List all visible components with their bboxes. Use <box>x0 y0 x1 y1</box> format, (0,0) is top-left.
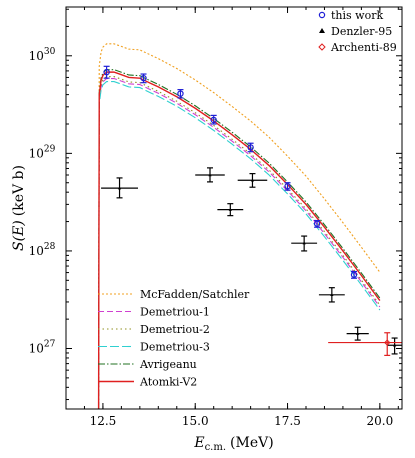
model-curve-demetriou-1 <box>98 77 381 409</box>
marker-triangle <box>208 173 212 177</box>
x-axis-title: Ec.m. (MeV) <box>193 435 273 453</box>
data-points <box>101 65 402 356</box>
marker-circle <box>177 90 184 97</box>
y-tick-label-exp: 27 <box>44 340 56 350</box>
marker-legend-item: Denzler-95 <box>319 25 392 38</box>
y-tick-label-exp: 28 <box>44 242 56 252</box>
marker-legend-label: Archenti-89 <box>330 41 397 54</box>
y-tick-label-exp: 29 <box>44 144 56 154</box>
y-tick-label-base: 10 <box>29 49 44 63</box>
marker-legend-label: this work <box>331 9 383 22</box>
model-curve-mcfadden-satchler <box>98 43 381 409</box>
data-point-this-work <box>210 114 217 125</box>
x-axis-title-var: E <box>193 435 204 451</box>
x-tick-label: 17.5 <box>274 414 301 428</box>
marker-legend-item: Archenti-89 <box>318 41 397 54</box>
line-legend-item: Demetriou-2 <box>98 323 210 336</box>
model-curve-demetriou-3 <box>98 81 381 409</box>
marker-triangle <box>330 293 334 297</box>
marker-circle <box>210 116 217 124</box>
plot-frame <box>65 6 403 410</box>
line-legend-label: Avrigeanu <box>139 358 197 371</box>
line-legend-label: Demetriou-1 <box>140 306 210 319</box>
data-point-archenti-89 <box>328 332 402 356</box>
marker-legend-item: this work <box>318 9 383 22</box>
data-point-this-work <box>313 219 321 228</box>
line-legend-label: Demetriou-2 <box>140 323 210 336</box>
marker-legend-label: Denzler-95 <box>331 25 392 38</box>
marker-circle <box>284 183 291 190</box>
data-point-denzler-95 <box>195 167 225 183</box>
legend-marker-circle <box>318 11 326 19</box>
marker-triangle <box>393 343 397 347</box>
data-point-denzler-95 <box>101 177 138 199</box>
marker-triangle <box>117 186 122 190</box>
model-curve-avrigeanu <box>98 69 381 409</box>
marker-triangle <box>250 178 255 182</box>
data-point-denzler-95 <box>346 326 369 341</box>
data-point-denzler-95 <box>318 287 345 303</box>
marker-triangle <box>228 207 232 211</box>
data-point-this-work <box>177 89 184 99</box>
model-curve-demetriou-2 <box>98 76 381 409</box>
line-legend-item: Avrigeanu <box>98 358 197 371</box>
data-point-denzler-95 <box>237 173 268 188</box>
data-point-this-work <box>350 270 358 279</box>
marker-circle <box>313 220 321 227</box>
model-curve-atomki-v2 <box>97 71 381 409</box>
marker-legend: this work Denzler-95 Archenti-89 <box>318 9 397 54</box>
y-axis-title: S(E) (keV b) <box>11 165 27 251</box>
y-tick-label: 1030 <box>29 47 56 63</box>
line-legend-item: Demetriou-1 <box>98 306 210 319</box>
x-axis-title-sub: c.m. <box>205 442 226 453</box>
y-tick-label: 1029 <box>29 144 56 160</box>
data-point-denzler-95 <box>387 337 402 355</box>
line-legend-item: McFadden/Satchler <box>98 288 250 301</box>
line-legend-item: Atomki-V2 <box>98 376 197 389</box>
y-axis-title-unit: (keV b) <box>11 165 27 216</box>
marker-circle <box>140 74 147 82</box>
data-point-this-work <box>247 142 254 153</box>
data-point-this-work <box>140 73 147 84</box>
model-curves <box>97 43 381 409</box>
line-legend: McFadden/Satchler Demetriou-1 Demetriou-2 D… <box>98 288 250 389</box>
line-legend-label: Atomki-V2 <box>139 376 197 389</box>
data-point-denzler-95 <box>217 203 244 217</box>
y-tick-label: 1027 <box>29 340 56 356</box>
x-axis-title-unit: (MeV) <box>230 435 274 451</box>
x-tick-label: 20.0 <box>366 414 393 428</box>
marker-circle <box>247 144 254 151</box>
data-point-this-work <box>284 182 291 191</box>
marker-circle <box>350 271 358 278</box>
line-legend-label: Demetriou-3 <box>140 341 210 354</box>
y-tick-label-base: 10 <box>29 146 44 160</box>
y-tick-label-base: 10 <box>29 244 44 258</box>
line-legend-label: McFadden/Satchler <box>140 288 250 301</box>
marker-triangle <box>356 331 360 335</box>
legend-marker-triangle <box>319 28 325 33</box>
x-tick-label: 15.0 <box>182 414 209 428</box>
legend-marker-diamond <box>318 43 326 51</box>
marker-triangle <box>302 241 306 245</box>
x-tick-label: 12.5 <box>90 414 117 428</box>
data-point-this-work <box>103 65 110 79</box>
marker-diamond <box>384 339 391 346</box>
data-point-denzler-95 <box>291 235 318 252</box>
y-tick-label: 1028 <box>29 242 56 258</box>
line-legend-item: Demetriou-3 <box>98 341 210 354</box>
y-tick-label-exp: 30 <box>44 47 56 57</box>
marker-circle <box>103 68 110 76</box>
y-tick-label-base: 10 <box>29 342 44 356</box>
y-axis-title-var: S(E) <box>11 220 27 251</box>
